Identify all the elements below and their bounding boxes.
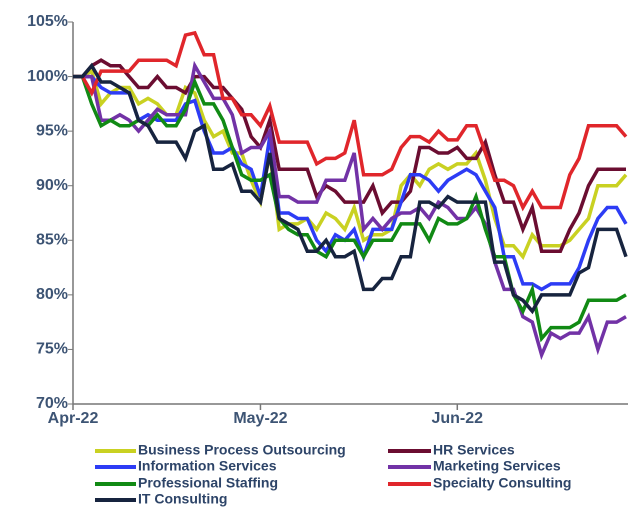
legend-label: Information Services — [138, 458, 277, 474]
series-line — [73, 30, 628, 212]
series-line — [73, 62, 628, 315]
y-tick-label: 90% — [36, 177, 68, 194]
y-tick-label: 75% — [36, 341, 68, 358]
series-line — [73, 58, 626, 253]
y-tick-label: 85% — [36, 232, 68, 249]
y-tick-label: 100% — [27, 68, 68, 85]
y-tick-label: 95% — [36, 122, 68, 139]
x-tick-label: May-22 — [233, 410, 287, 427]
legend-label: Business Process Outsourcing — [138, 442, 346, 458]
legend-label: Professional Staffing — [138, 475, 278, 491]
y-tick-label: 105% — [27, 13, 68, 30]
legend-label: HR Services — [433, 442, 515, 458]
y-tick-label: 80% — [36, 286, 68, 303]
series-line — [73, 74, 628, 292]
x-tick-label: Jun-22 — [431, 410, 483, 427]
legend-label: Specialty Consulting — [433, 475, 571, 491]
series-line — [73, 60, 627, 361]
x-tick-label: Apr-22 — [48, 410, 99, 427]
legend-label: IT Consulting — [138, 491, 227, 507]
series-line — [73, 74, 627, 343]
legend-label: Marketing Services — [433, 458, 561, 474]
y-tick-label: 70% — [36, 395, 68, 412]
